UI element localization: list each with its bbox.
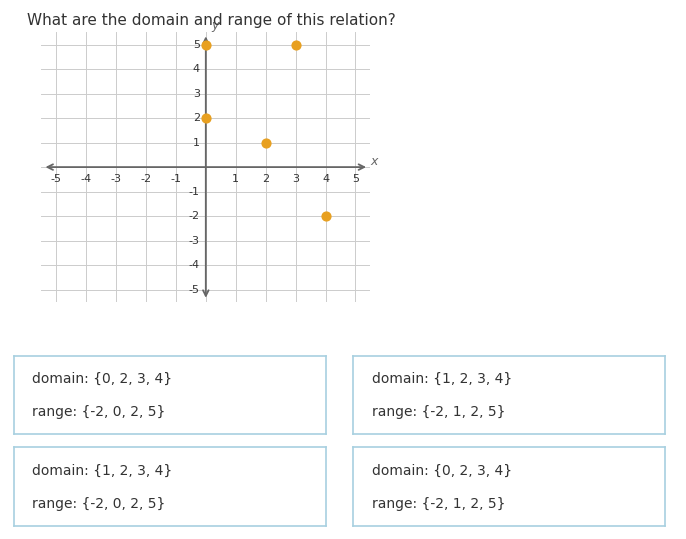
Text: 3: 3 [292,175,299,184]
Point [320,212,331,220]
Text: -4: -4 [189,260,200,270]
Text: 1: 1 [193,137,200,148]
Text: -5: -5 [189,285,200,295]
Text: 5: 5 [352,175,359,184]
Text: 2: 2 [193,113,200,123]
Text: domain: {1, 2, 3, 4}: domain: {1, 2, 3, 4} [32,464,173,478]
Text: range: {-2, 0, 2, 5}: range: {-2, 0, 2, 5} [32,496,166,510]
Text: range: {-2, 1, 2, 5}: range: {-2, 1, 2, 5} [372,496,506,510]
Text: 5: 5 [193,39,200,50]
Point [200,40,211,49]
Text: domain: {0, 2, 3, 4}: domain: {0, 2, 3, 4} [372,464,512,478]
Text: domain: {1, 2, 3, 4}: domain: {1, 2, 3, 4} [372,372,512,386]
Text: 4: 4 [193,64,200,74]
Text: y: y [211,19,219,32]
Text: What are the domain and range of this relation?: What are the domain and range of this re… [27,13,397,29]
Point [260,139,271,147]
Text: 1: 1 [233,175,239,184]
Text: -3: -3 [189,236,200,246]
Text: -1: -1 [189,186,200,197]
Text: x: x [370,155,378,168]
Text: range: {-2, 0, 2, 5}: range: {-2, 0, 2, 5} [32,405,166,419]
Text: -4: -4 [80,175,92,184]
Text: 2: 2 [262,175,269,184]
Text: -5: -5 [51,175,62,184]
Text: domain: {0, 2, 3, 4}: domain: {0, 2, 3, 4} [32,372,173,386]
Text: range: {-2, 1, 2, 5}: range: {-2, 1, 2, 5} [372,405,506,419]
Text: -2: -2 [189,211,200,221]
Point [290,40,301,49]
Text: -1: -1 [170,175,181,184]
Text: 4: 4 [322,175,329,184]
Point [200,114,211,122]
Text: 3: 3 [193,88,200,99]
Text: -3: -3 [110,175,121,184]
Text: -2: -2 [141,175,152,184]
